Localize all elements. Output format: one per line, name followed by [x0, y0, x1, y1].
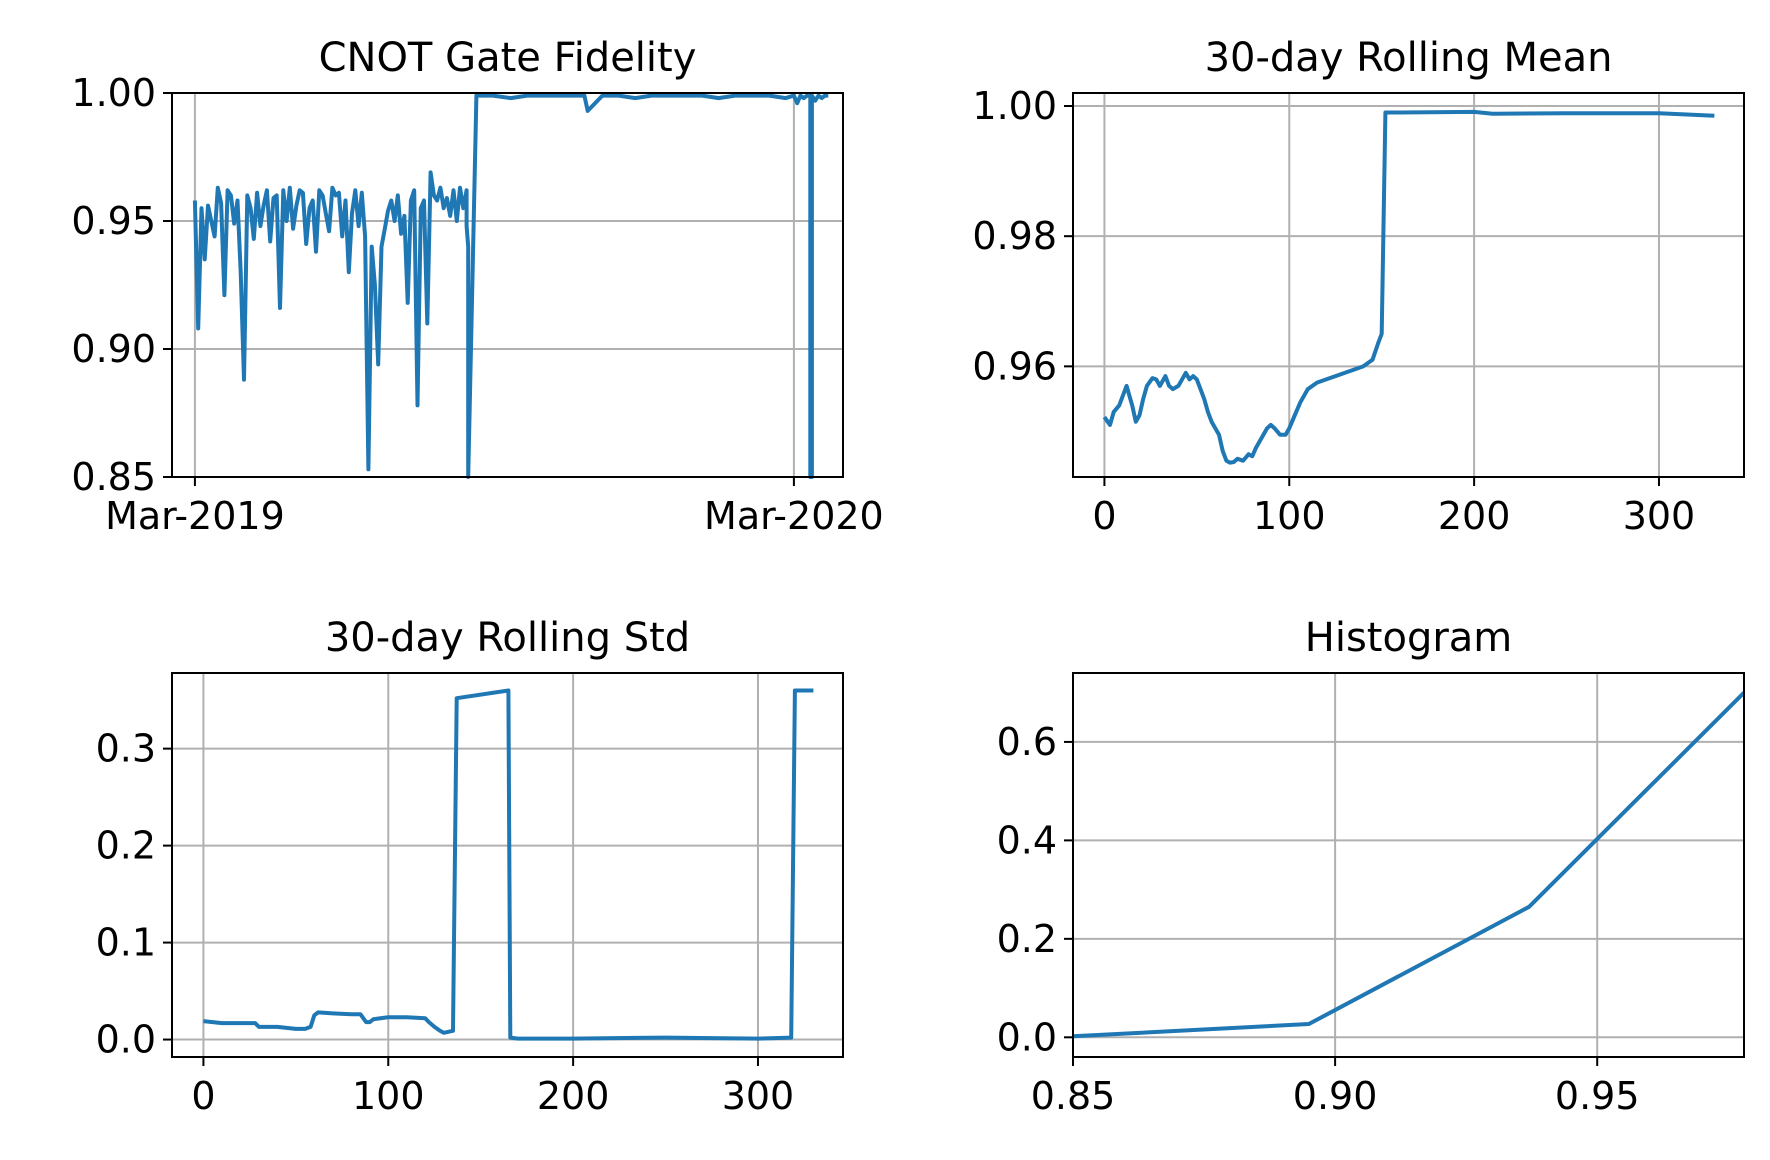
- plot-frame: [171, 672, 844, 1058]
- x-tick-label: Mar-2019: [105, 494, 285, 538]
- chart-title: 30-day Rolling Mean: [1205, 35, 1613, 81]
- y-tick-label: 0.4: [997, 818, 1057, 862]
- y-tick-label: 0.2: [96, 824, 156, 868]
- chart-title: CNOT Gate Fidelity: [319, 35, 697, 81]
- series-line: [203, 688, 814, 1041]
- y-tick-label: 0.98: [972, 214, 1057, 258]
- x-tick-label: 300: [1623, 494, 1696, 538]
- y-tick-label: 0.85: [71, 455, 156, 499]
- x-tick-label: 200: [537, 1074, 610, 1118]
- chart-title: Histogram: [1305, 615, 1513, 661]
- plot-frame: [1072, 92, 1745, 478]
- panel-histogram: 0.85 0.90 0.95 0.0 0.2 0.4 0.6 Histogram: [997, 615, 1745, 1118]
- series-line: [1102, 109, 1715, 465]
- x-tick-label: Mar-2020: [704, 494, 884, 538]
- x-tick-label: 0: [191, 1074, 215, 1118]
- x-tick-label: 0: [1092, 494, 1116, 538]
- x-tick-label: 0.85: [1031, 1074, 1116, 1118]
- y-tick-label: 1.00: [972, 84, 1057, 128]
- y-tick-label: 0.3: [96, 727, 156, 771]
- plot-frame: [171, 92, 844, 478]
- y-tick-label: 0.1: [96, 921, 156, 965]
- x-tick-label: 200: [1438, 494, 1511, 538]
- x-tick-label: 0.90: [1293, 1074, 1378, 1118]
- panel-fidelity: Mar-2019 Mar-2020 0.85 0.90 0.95 1.00 CNOT Gat…: [71, 35, 883, 538]
- y-tick-label: 0.0: [997, 1015, 1057, 1059]
- y-tick-label: 0.0: [96, 1018, 156, 1062]
- y-tick-label: 0.90: [71, 327, 156, 371]
- chart-title: 30-day Rolling Std: [325, 615, 690, 661]
- y-tick-label: 1.00: [71, 71, 156, 115]
- x-tick-label: 100: [352, 1074, 425, 1118]
- y-tick-label: 0.2: [997, 917, 1057, 961]
- y-tick-label: 0.6: [997, 720, 1057, 764]
- y-tick-label: 0.96: [972, 344, 1057, 388]
- series-line: [192, 93, 829, 479]
- plot-frame: [1072, 672, 1745, 1058]
- x-tick-label: 100: [1253, 494, 1326, 538]
- y-tick-label: 0.95: [71, 199, 156, 243]
- series-line: [1073, 691, 1744, 1039]
- x-tick-label: 300: [722, 1074, 795, 1118]
- panel-rolling-mean: 0 100 200 300 0.96 0.98 1.00 30-day Rolling Mea…: [972, 35, 1745, 538]
- x-tick-label: 0.95: [1555, 1074, 1640, 1118]
- panel-rolling-std: 0 100 200 300 0.0 0.1 0.2 0.3 30-day Rolling Std: [96, 615, 844, 1118]
